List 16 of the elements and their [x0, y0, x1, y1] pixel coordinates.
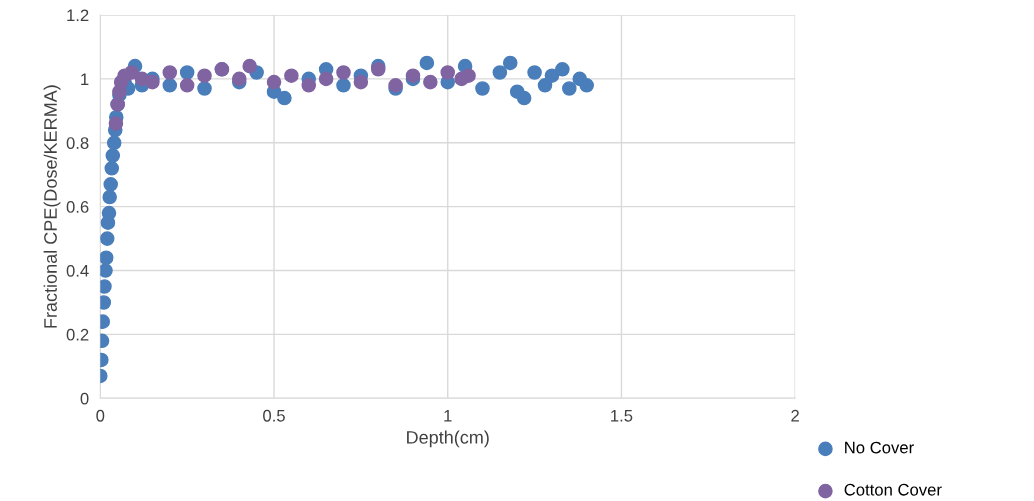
y-tick-label: 0 — [80, 392, 89, 405]
legend-label: Cotton Cover — [844, 483, 942, 496]
y-tick-label: 1.2 — [67, 9, 89, 22]
y-tick-label: 0.8 — [66, 137, 89, 149]
x-tick-label: 0 — [96, 409, 105, 422]
y-tick-label: 0.6 — [66, 201, 89, 213]
y-axis-title: Fractional CPE(Dose/KERMA) — [43, 85, 61, 328]
y-tick-label: 0.2 — [66, 328, 89, 341]
x-tick-label: 0.5 — [263, 409, 285, 422]
legend-label: No Cover — [845, 441, 914, 454]
x-axis-title: Depth(cm) — [407, 430, 489, 448]
x-tick-label: 1 — [444, 410, 452, 422]
y-tick-label: 0.4 — [66, 264, 89, 277]
x-tick-label: 2 — [791, 409, 799, 422]
x-tick-label: 1.5 — [611, 410, 633, 422]
y-tick-label: 1 — [81, 73, 89, 85]
